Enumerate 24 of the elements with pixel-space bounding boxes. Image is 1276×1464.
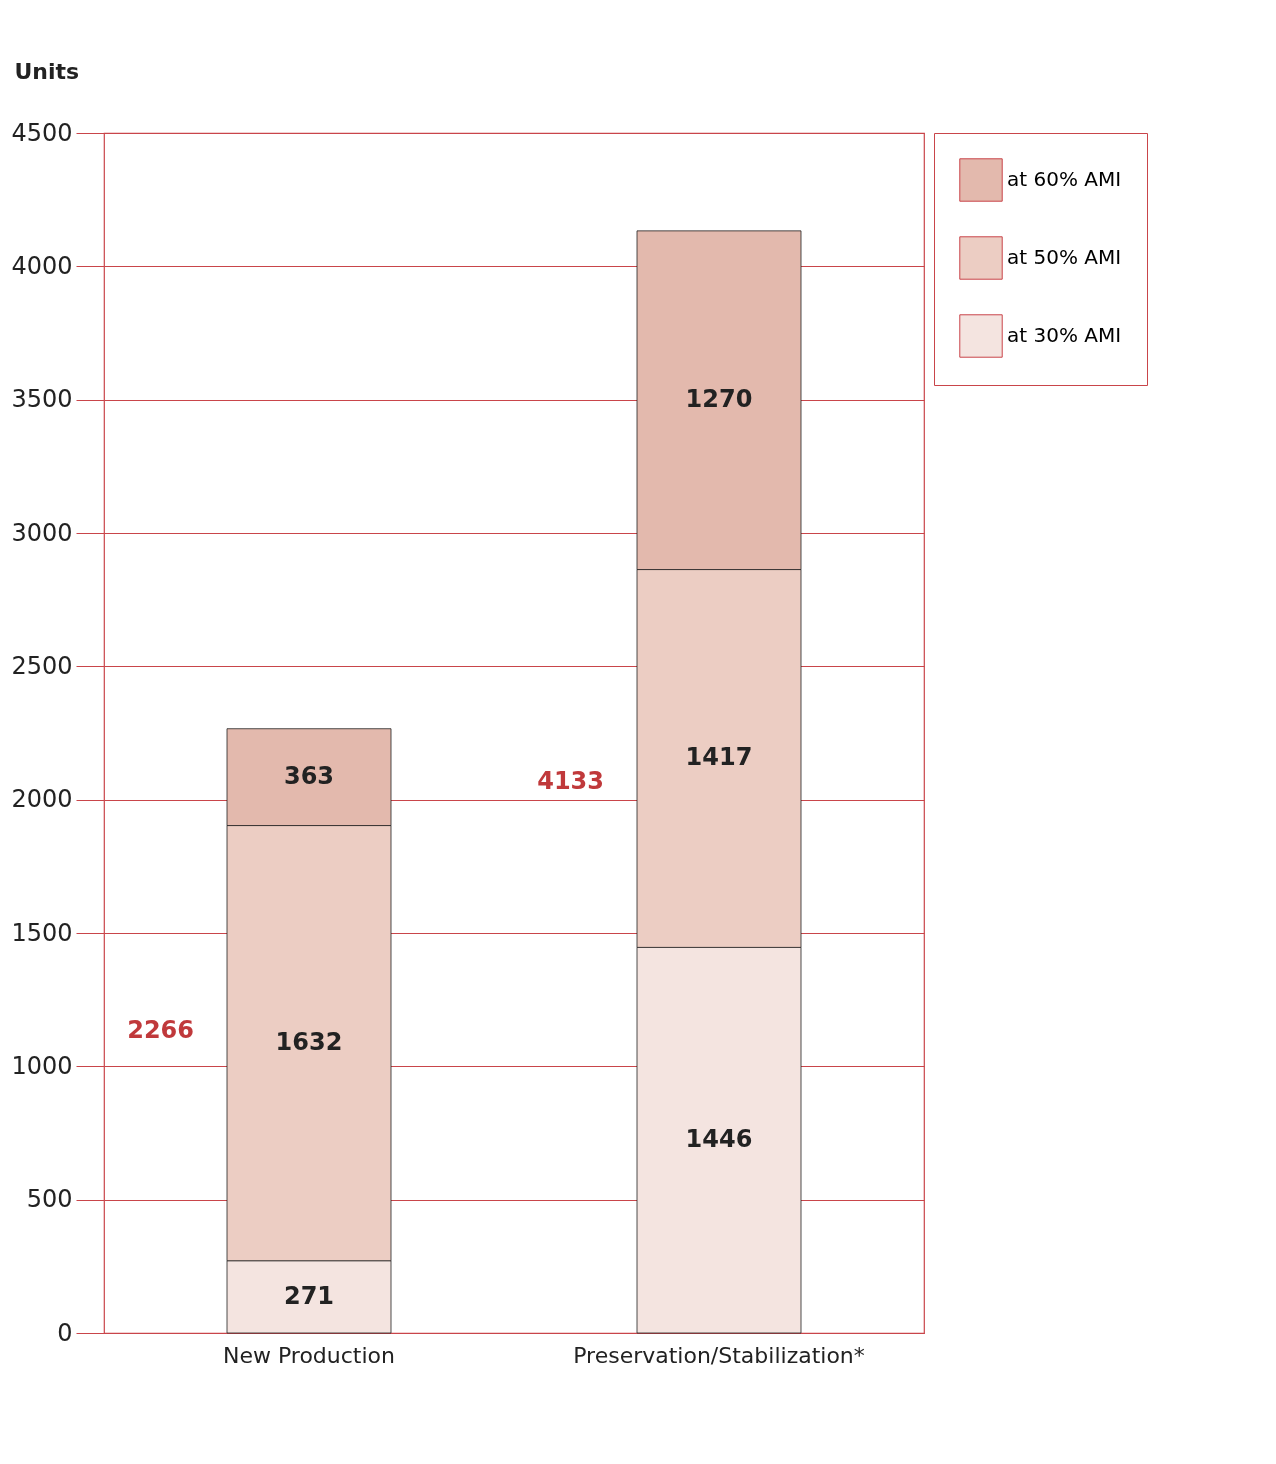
y-axis-title: Units — [14, 58, 80, 84]
y-tick-label: 4500 — [11, 118, 73, 147]
data-label: 271 — [283, 1281, 335, 1310]
data-label: 1270 — [685, 385, 753, 414]
y-tick-label: 0 — [57, 1318, 73, 1347]
y-tick-label: 3500 — [11, 385, 73, 414]
legend-label: at 50% AMI — [1007, 245, 1122, 269]
y-tick-label: 2000 — [11, 785, 73, 814]
y-tick-label: 3000 — [11, 518, 73, 547]
data-label: 363 — [283, 762, 335, 791]
y-tick-label: 1500 — [11, 918, 73, 947]
data-label: 1632 — [275, 1028, 343, 1057]
y-tick-label: 4000 — [11, 251, 73, 280]
x-tick-label: Preservation/Stabilization* — [573, 1342, 865, 1368]
data-label: 1417 — [685, 743, 753, 772]
legend-label: at 30% AMI — [1007, 323, 1122, 347]
y-tick-label: 500 — [26, 1185, 73, 1214]
x-tick-label: New Production — [222, 1342, 396, 1368]
total-label: 4133 — [537, 766, 604, 795]
total-label: 2266 — [127, 1015, 194, 1044]
data-label: 1446 — [685, 1125, 753, 1154]
y-tick-label: 2500 — [11, 651, 73, 680]
legend-label: at 60% AMI — [1007, 167, 1122, 191]
y-tick-label: 1000 — [11, 1051, 73, 1080]
